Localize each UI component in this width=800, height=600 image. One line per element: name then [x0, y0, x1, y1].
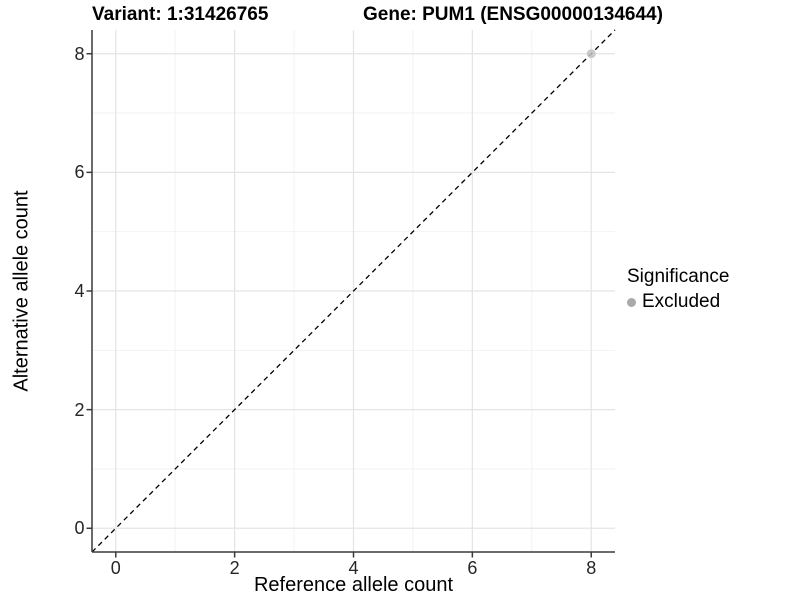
identity-dashed-line [91, 29, 616, 553]
x-tick-label: 2 [229, 558, 240, 578]
y-tick-label: 4 [74, 281, 85, 301]
x-tick-label: 8 [586, 558, 597, 578]
data-point-excluded [586, 49, 596, 59]
x-tick-label: 0 [110, 558, 121, 578]
y-tick-label: 6 [74, 162, 85, 183]
y-tick-label: 8 [74, 43, 85, 64]
gene-title: Gene: PUM1 (ENSG00000134644) [363, 4, 663, 25]
legend-item-label: Excluded [642, 291, 721, 312]
variant-title: Variant: 1:31426765 [92, 4, 269, 25]
legend-title: Significance [627, 266, 730, 287]
legend: Significance Excluded [627, 266, 729, 313]
legend-point-icon [627, 297, 636, 307]
x-tick-label: 4 [348, 558, 359, 578]
x-axis-title: Reference allele count [253, 574, 453, 596]
y-axis-title: Alternative allele count [10, 190, 33, 392]
y-tick-label: 2 [74, 399, 85, 420]
y-tick-label: 0 [74, 518, 85, 539]
legend-item-excluded: Excluded [627, 291, 729, 313]
x-tick-label: 6 [467, 558, 478, 578]
